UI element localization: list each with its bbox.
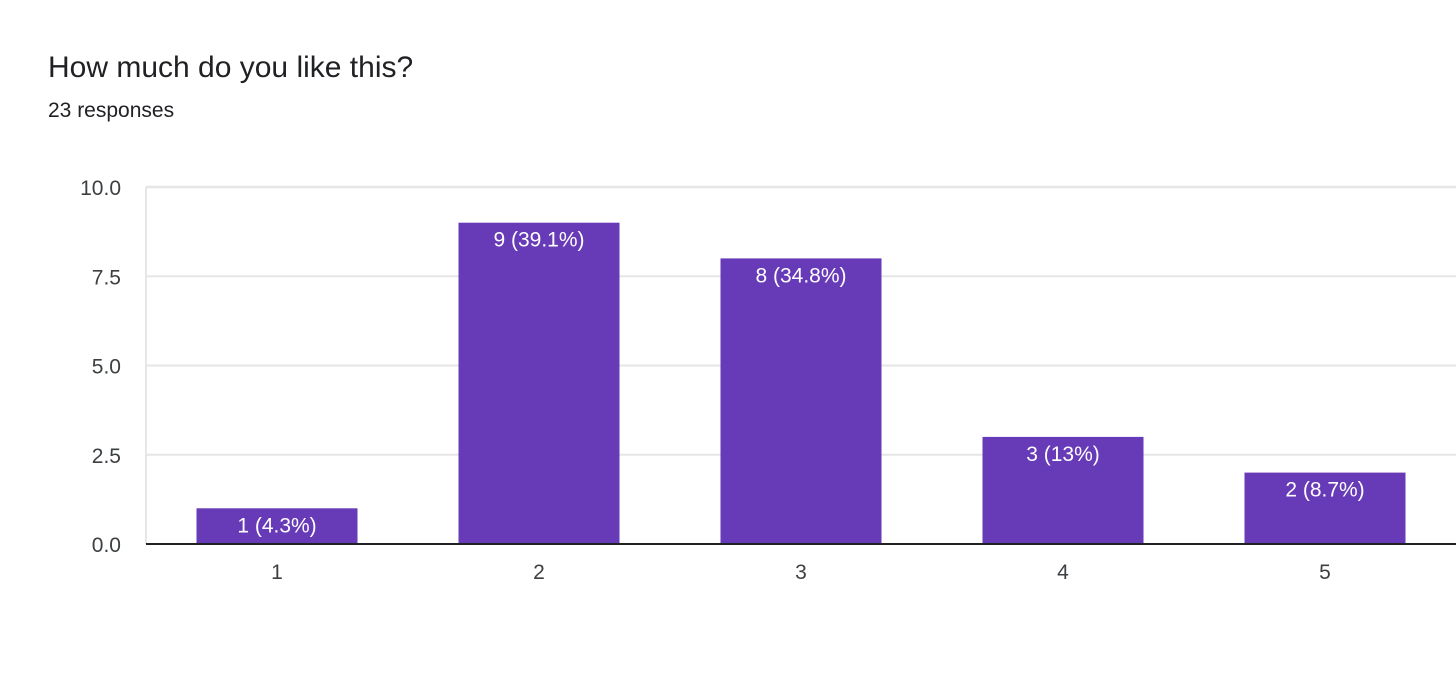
chart-header: How much do you like this? 23 responses bbox=[48, 48, 413, 126]
bar bbox=[720, 258, 882, 544]
chart-title: How much do you like this? bbox=[48, 51, 414, 84]
bar-data-label: 8 (34.8%) bbox=[755, 264, 846, 287]
bar-data-label: 1 (4.3%) bbox=[237, 514, 316, 537]
bar-data-label: 2 (8.7%) bbox=[1285, 479, 1364, 502]
x-tick-label: 5 bbox=[1319, 561, 1331, 584]
bar bbox=[458, 222, 620, 544]
x-axis-ticks: 1 2 3 4 5 bbox=[271, 561, 1331, 584]
bar bbox=[1244, 472, 1406, 544]
bar-data-label: 9 (39.1%) bbox=[493, 229, 584, 252]
x-tick-label: 2 bbox=[533, 561, 545, 584]
y-tick-label: 5.0 bbox=[92, 356, 121, 379]
bar bbox=[982, 436, 1144, 544]
x-tick-label: 3 bbox=[795, 561, 807, 584]
x-tick-label: 4 bbox=[1057, 561, 1069, 584]
y-axis-ticks: 0.0 2.5 5.0 7.5 10.0 bbox=[80, 177, 121, 557]
y-tick-label: 2.5 bbox=[92, 445, 121, 468]
bar-data-label: 3 (13%) bbox=[1026, 443, 1100, 466]
y-tick-label: 0.0 bbox=[92, 534, 121, 557]
x-tick-label: 1 bbox=[271, 561, 283, 584]
y-tick-label: 10.0 bbox=[80, 177, 121, 200]
response-count: 23 responses bbox=[48, 99, 175, 122]
bar bbox=[196, 508, 358, 544]
bars: 1 (4.3%) 9 (39.1%) 8 (34.8%) 3 (13%) 2 (8.7%… bbox=[196, 222, 1406, 544]
y-tick-label: 7.5 bbox=[92, 266, 121, 289]
